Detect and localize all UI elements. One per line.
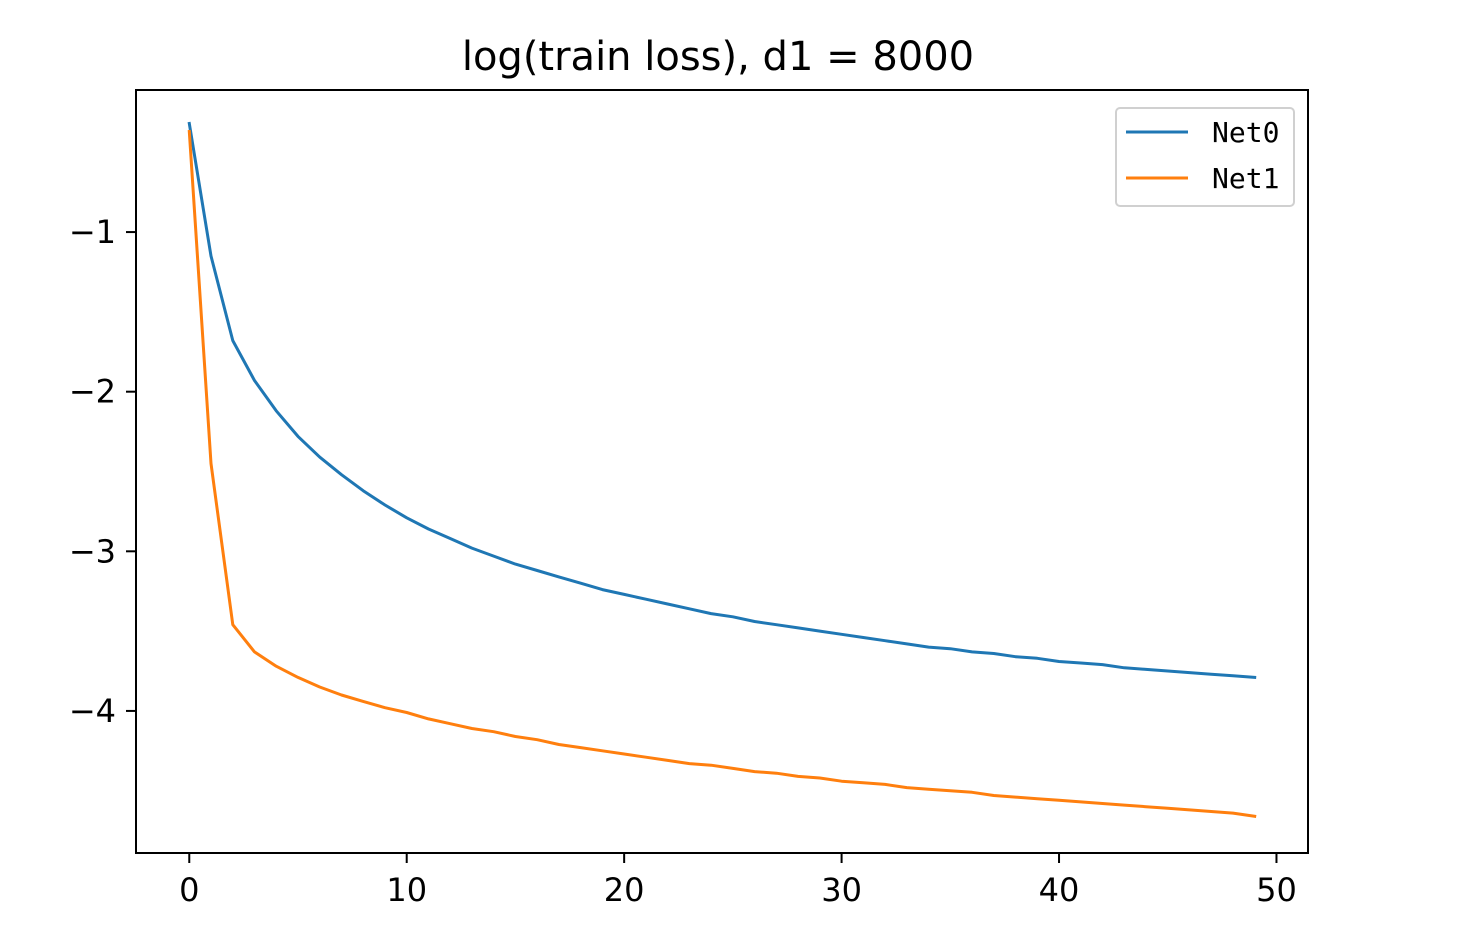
y-tick-label: −4 — [69, 692, 116, 730]
legend-label-net1: Net1 — [1212, 162, 1279, 195]
x-tick-label: 10 — [386, 871, 427, 909]
x-axis: 0 10 20 30 40 50 — [179, 853, 1297, 909]
y-axis: −1 −2 −3 −4 — [69, 213, 136, 730]
x-tick-label: 30 — [821, 871, 862, 909]
x-tick-label: 40 — [1039, 871, 1080, 909]
y-tick-label: −3 — [69, 532, 116, 570]
plot-area — [187, 121, 1257, 819]
x-tick-label: 0 — [179, 871, 199, 909]
x-tick-label: 20 — [604, 871, 645, 909]
series-line-net1 — [187, 129, 1257, 819]
x-tick-label: 50 — [1256, 871, 1297, 909]
legend-label-net0: Net0 — [1212, 116, 1279, 149]
plot-frame — [135, 89, 1309, 854]
series-line-net0 — [187, 121, 1257, 680]
y-tick-label: −2 — [69, 373, 116, 411]
chart-title: log(train loss), d1 = 8000 — [462, 34, 974, 80]
legend: Net0 Net1 — [1115, 107, 1295, 207]
y-tick-label: −1 — [69, 213, 116, 251]
